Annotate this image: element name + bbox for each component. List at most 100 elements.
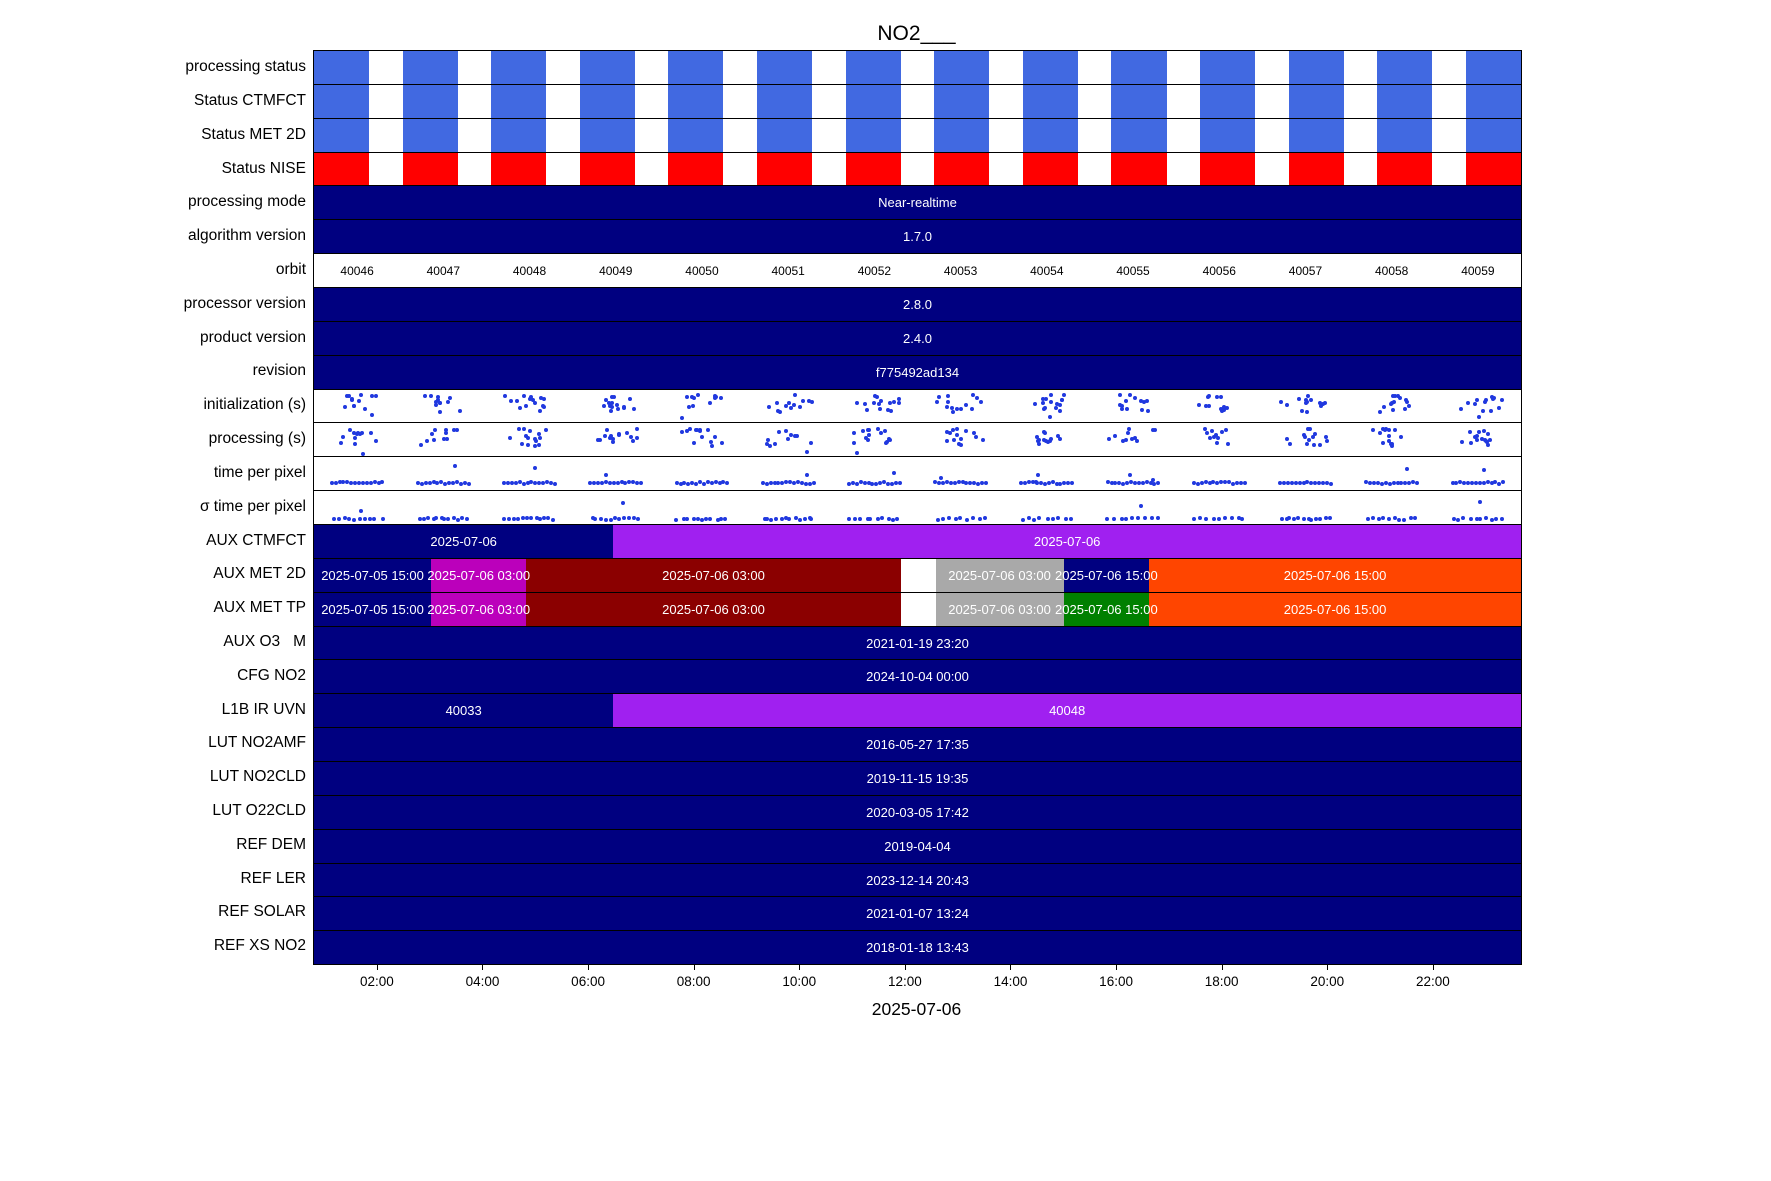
status-block [314, 152, 370, 186]
scatter-dot [631, 439, 636, 444]
scatter-dot [1481, 467, 1486, 472]
scatter-dot [333, 481, 338, 486]
row-label-lut-no2amf: LUT NO2AMF [208, 734, 306, 752]
scatter-dot [1497, 481, 1502, 486]
status-block [1377, 51, 1433, 84]
bar-segment: 2025-07-06 15:00 [1055, 558, 1158, 592]
scatter-dot [539, 395, 544, 400]
scatter-dot [791, 402, 796, 407]
scatter-dot [454, 427, 459, 432]
scatter-dot [1371, 427, 1376, 432]
scatter-dot [1501, 480, 1506, 485]
scatter-dot [1036, 441, 1041, 446]
scatter-dot [506, 481, 511, 486]
scatter-dot [1224, 428, 1229, 433]
row-aux-ctmfct: 2025-07-06 2025-07-06 [314, 525, 1521, 559]
row-label-time-per-pixel: σ time per pixel [199, 497, 306, 515]
scatter-dot [634, 427, 639, 432]
status-block [1200, 152, 1256, 186]
orbit-number: 40048 [512, 263, 547, 278]
bar-segment-label: 40048 [1049, 703, 1086, 719]
bar-segment-label: 2025-07-06 03:00 [948, 567, 1051, 583]
scatter-dot [1309, 481, 1314, 486]
scatter-dot [1317, 481, 1322, 486]
scatter-dot [866, 481, 871, 486]
scatter-dot [935, 517, 940, 522]
scatter-dot [1109, 481, 1114, 486]
row-label-product-version: product version [200, 328, 306, 346]
scatter-dot [541, 480, 546, 485]
scatter-dot [615, 407, 620, 412]
row-label-aux-o3-m: AUX O3 M [223, 632, 306, 650]
bar-segment-label: 2020-03-05 17:42 [866, 804, 969, 820]
scatter-dot [1486, 443, 1491, 448]
scatter-dot [877, 406, 882, 411]
scatter-dot [502, 394, 507, 399]
scatter-dot [936, 394, 941, 399]
x-axis-tick-label: 08:00 [676, 974, 711, 989]
scatter-dot [885, 407, 890, 412]
scatter-dot [1204, 516, 1209, 521]
scatter-dot [453, 463, 458, 468]
scatter-dot [779, 517, 784, 522]
scatter-dot [455, 517, 460, 522]
bar-segment-label: 2025-07-06 [430, 533, 497, 549]
scatter-dot [550, 517, 555, 522]
scatter-dot [788, 433, 793, 438]
scatter-dot [1040, 396, 1045, 401]
bar-segment-label: f775492ad134 [875, 364, 960, 380]
scatter-dot [329, 480, 334, 485]
scatter-dot [799, 480, 804, 485]
scatter-dot [1401, 517, 1406, 522]
scatter-dot [883, 428, 888, 433]
scatter-dot [346, 516, 351, 521]
row-label-algorithm-version: algorithm version [187, 227, 306, 245]
scatter-dot [1452, 516, 1457, 521]
bar-segment [900, 558, 936, 592]
x-axis-tick [1327, 965, 1329, 970]
scatter-dot [1478, 516, 1483, 521]
scatter-dot [1472, 402, 1477, 407]
scatter-dot [622, 404, 626, 409]
scatter-dot [1048, 415, 1053, 420]
bar-segment-label: 2024-10-04 00:00 [866, 669, 969, 685]
scatter-dot [1222, 404, 1227, 409]
x-axis-tick [1010, 965, 1012, 970]
status-block [402, 84, 458, 118]
scatter-dot [1060, 397, 1065, 402]
scatter-dot [529, 515, 534, 520]
x-axis-tick [588, 965, 590, 970]
x-axis-tick-label: 16:00 [1099, 974, 1133, 989]
scatter-dot [1387, 481, 1392, 486]
scatter-dot [786, 437, 791, 442]
status-block [1200, 84, 1256, 118]
scatter-dot [358, 509, 363, 514]
scatter-dot [1475, 397, 1480, 402]
scatter-dot [1226, 480, 1231, 485]
scatter-dot [434, 403, 439, 408]
scatter-dot [342, 516, 347, 521]
x-axis-tick-label: 20:00 [1310, 974, 1345, 989]
scatter-dot [607, 480, 612, 485]
scatter-dot [517, 427, 521, 432]
scatter-dot [708, 440, 713, 445]
scatter-dot [674, 517, 679, 522]
scatter-dot [716, 517, 721, 522]
bar-segment: 2025-07-06 15:00 [1149, 592, 1521, 626]
orbit-number: 40046 [340, 263, 374, 278]
scatter-dot [1129, 515, 1134, 520]
scatter-dot [890, 517, 895, 522]
scatter-dot [360, 431, 365, 436]
scatter-dot [1027, 516, 1032, 521]
scatter-dot [1215, 394, 1220, 399]
scatter-dot [459, 516, 464, 521]
scatter-dot [851, 430, 856, 435]
scatter-dot [1040, 400, 1045, 405]
status-block [1465, 84, 1521, 118]
scatter-dot [512, 517, 517, 522]
scatter-dot [627, 397, 632, 402]
scatter-dot [1037, 515, 1042, 520]
scatter-dot [370, 413, 375, 418]
bar-segment: 2025-07-06 [314, 525, 614, 558]
bar-segment-label: 2025-07-06 15:00 [1283, 567, 1387, 583]
